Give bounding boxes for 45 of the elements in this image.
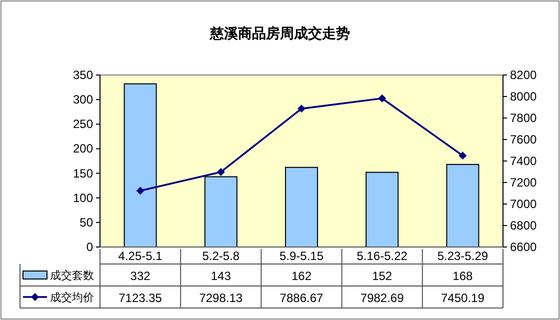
y-tick-label: 50 [80, 215, 94, 230]
y-tick-label: 350 [72, 68, 94, 82]
y-tick-label: 200 [72, 142, 94, 156]
legend-label: 成交套数 [50, 269, 94, 282]
data-label: 7123.35 [118, 291, 162, 305]
y2-tick-label: 7800 [510, 111, 538, 125]
y-tick-label: 0 [86, 240, 94, 254]
y2-tick-label: 7600 [510, 132, 538, 146]
data-label: 7450.19 [441, 291, 485, 305]
x-tick-label: 5.23-5.29 [437, 249, 488, 263]
data-label: 168 [452, 269, 474, 283]
y-tick-label: 250 [72, 117, 94, 132]
data-label: 162 [291, 269, 312, 283]
y2-tick-label: 7400 [510, 154, 538, 168]
data-label: 143 [210, 269, 232, 283]
y-tick-label: 150 [72, 166, 94, 180]
y-tick-label: 100 [72, 190, 94, 205]
data-label: 332 [130, 269, 151, 283]
x-tick-label: 5.16-5.22 [356, 249, 408, 263]
bar [285, 166, 318, 248]
y2-tick-label: 8200 [510, 68, 538, 82]
chart-title: 慈溪商品房周成交走势 [209, 25, 350, 41]
y2-tick-label: 7000 [510, 197, 538, 211]
y-tick-label: 300 [72, 92, 94, 107]
y2-tick-label: 6600 [510, 240, 538, 254]
point [458, 152, 467, 160]
data-label: 7298.13 [199, 291, 243, 305]
bar [204, 176, 238, 248]
bar [446, 164, 480, 248]
point [216, 168, 225, 176]
data-label: 7886.67 [280, 291, 324, 305]
y2-tick-label: 7200 [510, 176, 538, 190]
legend-label: 成交均价 [50, 291, 94, 304]
data-label: 7982.69 [360, 291, 404, 305]
point [136, 186, 144, 195]
bar [366, 172, 399, 248]
x-tick-label: 4.25-5.1 [118, 249, 163, 263]
y2-tick-label: 8000 [510, 90, 538, 104]
y2-tick-label: 6800 [510, 218, 538, 232]
data-label: 152 [372, 269, 392, 283]
bar [124, 83, 157, 248]
point [298, 104, 306, 113]
x-tick-label: 5.9-5.15 [279, 249, 324, 263]
x-tick-label: 5.2-5.8 [202, 249, 240, 263]
point [378, 94, 386, 102]
